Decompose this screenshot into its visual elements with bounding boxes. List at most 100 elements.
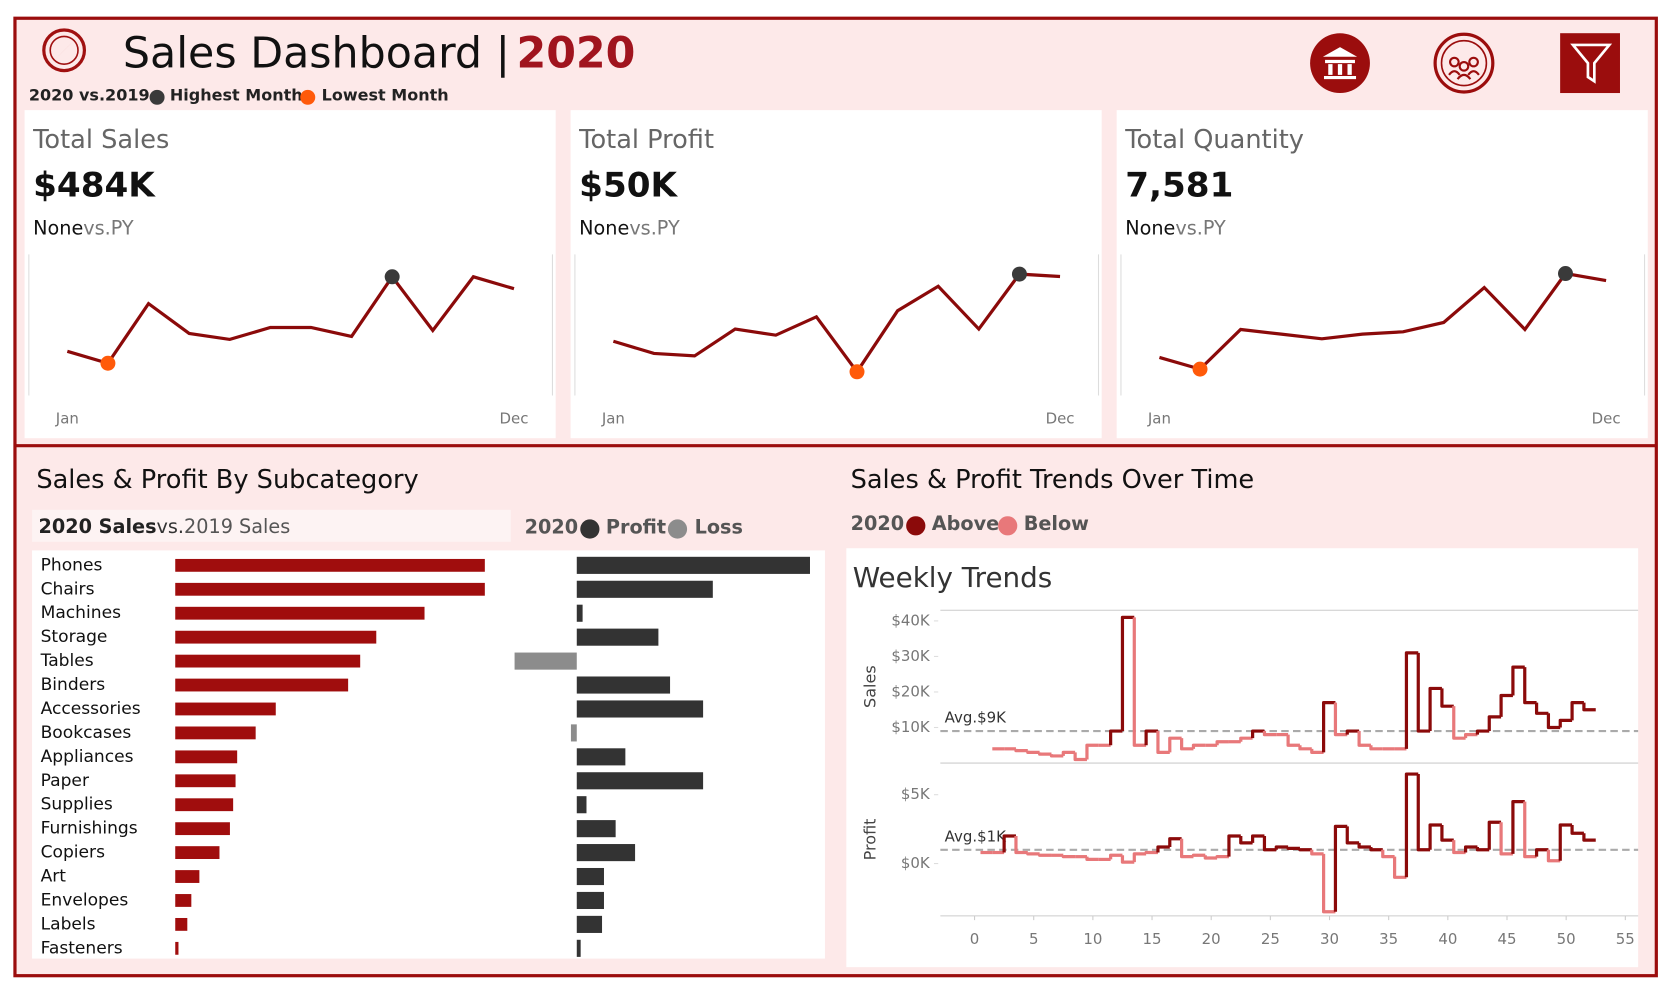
- category-label: Accessories: [41, 699, 141, 719]
- category-label: Bookcases: [41, 723, 132, 743]
- kpi-comparison: Nonevs.PY: [33, 216, 134, 239]
- step-segment: [1156, 731, 1170, 754]
- y-tick-label: $20K: [891, 682, 931, 700]
- kpi-value: $50K: [579, 166, 678, 206]
- step-segment: [1322, 701, 1336, 753]
- sales-legend-current: 2020 Sales: [38, 514, 156, 537]
- profit-bar: [576, 844, 636, 862]
- step-segment: [1109, 853, 1123, 860]
- category-label: Furnishings: [41, 819, 138, 839]
- x-tick-label: 15: [1143, 930, 1162, 948]
- category-label: Copiers: [41, 843, 105, 863]
- step-segment: [1239, 836, 1253, 845]
- step-segment: [1452, 706, 1466, 740]
- month-label: Jan: [601, 409, 625, 427]
- step-segment: [1345, 826, 1360, 845]
- sales-bar: [175, 726, 256, 740]
- highest-marker: [1558, 266, 1573, 282]
- step-segment: [1061, 855, 1076, 859]
- step-segment: [1440, 824, 1454, 842]
- step-segment: [1582, 702, 1596, 712]
- step-segment: [1298, 848, 1312, 852]
- step-segment: [1251, 834, 1265, 843]
- category-label: Storage: [41, 627, 108, 647]
- sales-legend: 2020 Salesvs.2019 Sales: [38, 514, 290, 537]
- month-label: Dec: [1046, 409, 1075, 427]
- step-segment: [1404, 772, 1419, 878]
- profit-bar: [576, 915, 603, 933]
- step-segment: [1487, 715, 1502, 732]
- step-segment: [1475, 847, 1490, 852]
- sparkline: [66, 274, 515, 366]
- step-segment: [1416, 774, 1431, 852]
- bank-button[interactable]: [1310, 33, 1370, 94]
- filter-button[interactable]: [1560, 33, 1620, 94]
- month-label: Dec: [1592, 409, 1621, 427]
- step-segment: [1286, 846, 1300, 850]
- step-segment: [1061, 750, 1076, 756]
- profit-bar: [576, 676, 671, 694]
- profit-bar: [514, 652, 577, 670]
- profit-legend-dot: [580, 519, 600, 539]
- loss-legend-dot: [667, 519, 688, 539]
- step-segment: [1357, 731, 1371, 747]
- loss-legend: Loss: [695, 515, 743, 538]
- legend-high: Highest Month: [170, 86, 303, 105]
- customers-button[interactable]: [1433, 32, 1495, 94]
- below-legend-dot: [998, 516, 1018, 536]
- step-segment: [1298, 745, 1312, 751]
- x-tick-label: 5: [1029, 930, 1039, 948]
- x-tick-label: 35: [1379, 930, 1398, 948]
- step-segment: [1144, 729, 1158, 746]
- step-segment: [1499, 693, 1513, 717]
- lowest-marker: [849, 364, 865, 380]
- profit-bar: [576, 628, 659, 646]
- legend-box: [32, 509, 511, 542]
- step-segment: [1215, 855, 1229, 859]
- kpi-comparison: Nonevs.PY: [1125, 216, 1226, 239]
- category-label: Labels: [41, 914, 96, 934]
- x-tick-label: 40: [1438, 930, 1457, 948]
- trend-legend-year: 2020: [851, 512, 905, 535]
- step-segment: [1227, 834, 1241, 857]
- legend-compare: 2020 vs.2019: [29, 86, 150, 105]
- step-segment: [1191, 743, 1206, 749]
- kpi-comparison: Nonevs.PY: [579, 216, 680, 239]
- step-segment: [1049, 754, 1064, 758]
- step-segment: [1523, 667, 1537, 705]
- step-segment: [1369, 745, 1383, 751]
- sales-bar: [175, 606, 425, 620]
- profit-bar: [576, 604, 583, 622]
- step-segment: [1475, 729, 1490, 735]
- x-tick-label: 10: [1083, 930, 1102, 948]
- step-segment: [1404, 651, 1419, 749]
- step-segment: [1073, 752, 1087, 762]
- sales-bar: [175, 798, 234, 812]
- y-tick-label: $30K: [891, 647, 931, 665]
- kpi-value: $484K: [33, 166, 156, 206]
- kpi-comparison-value: None: [579, 216, 629, 239]
- category-label: Art: [41, 867, 67, 887]
- step-segment: [1570, 701, 1584, 721]
- step-segment: [1191, 853, 1206, 857]
- dashboard-title: Sales Dashboard | 2020: [123, 28, 636, 78]
- avg-label: Avg.$9K: [945, 709, 1007, 727]
- y-tick-label: $0K: [901, 854, 931, 872]
- step-segment: [1262, 731, 1277, 737]
- month-label: Jan: [55, 409, 79, 427]
- title-year: 2020: [516, 28, 635, 78]
- step-segment: [1487, 820, 1502, 850]
- category-label: Supplies: [41, 795, 113, 815]
- highest-marker: [1011, 266, 1027, 282]
- profit-bar: [576, 796, 587, 814]
- legend-low: Lowest Month: [322, 86, 449, 105]
- y-axis-title: Sales: [860, 665, 879, 708]
- step-segment: [1168, 837, 1182, 848]
- step-segment: [1511, 799, 1525, 854]
- step-segment: [1310, 849, 1324, 856]
- category-label: Chairs: [41, 579, 95, 599]
- sales-bar: [175, 941, 179, 955]
- logo-icon: [42, 28, 87, 73]
- step-segment: [1322, 853, 1336, 914]
